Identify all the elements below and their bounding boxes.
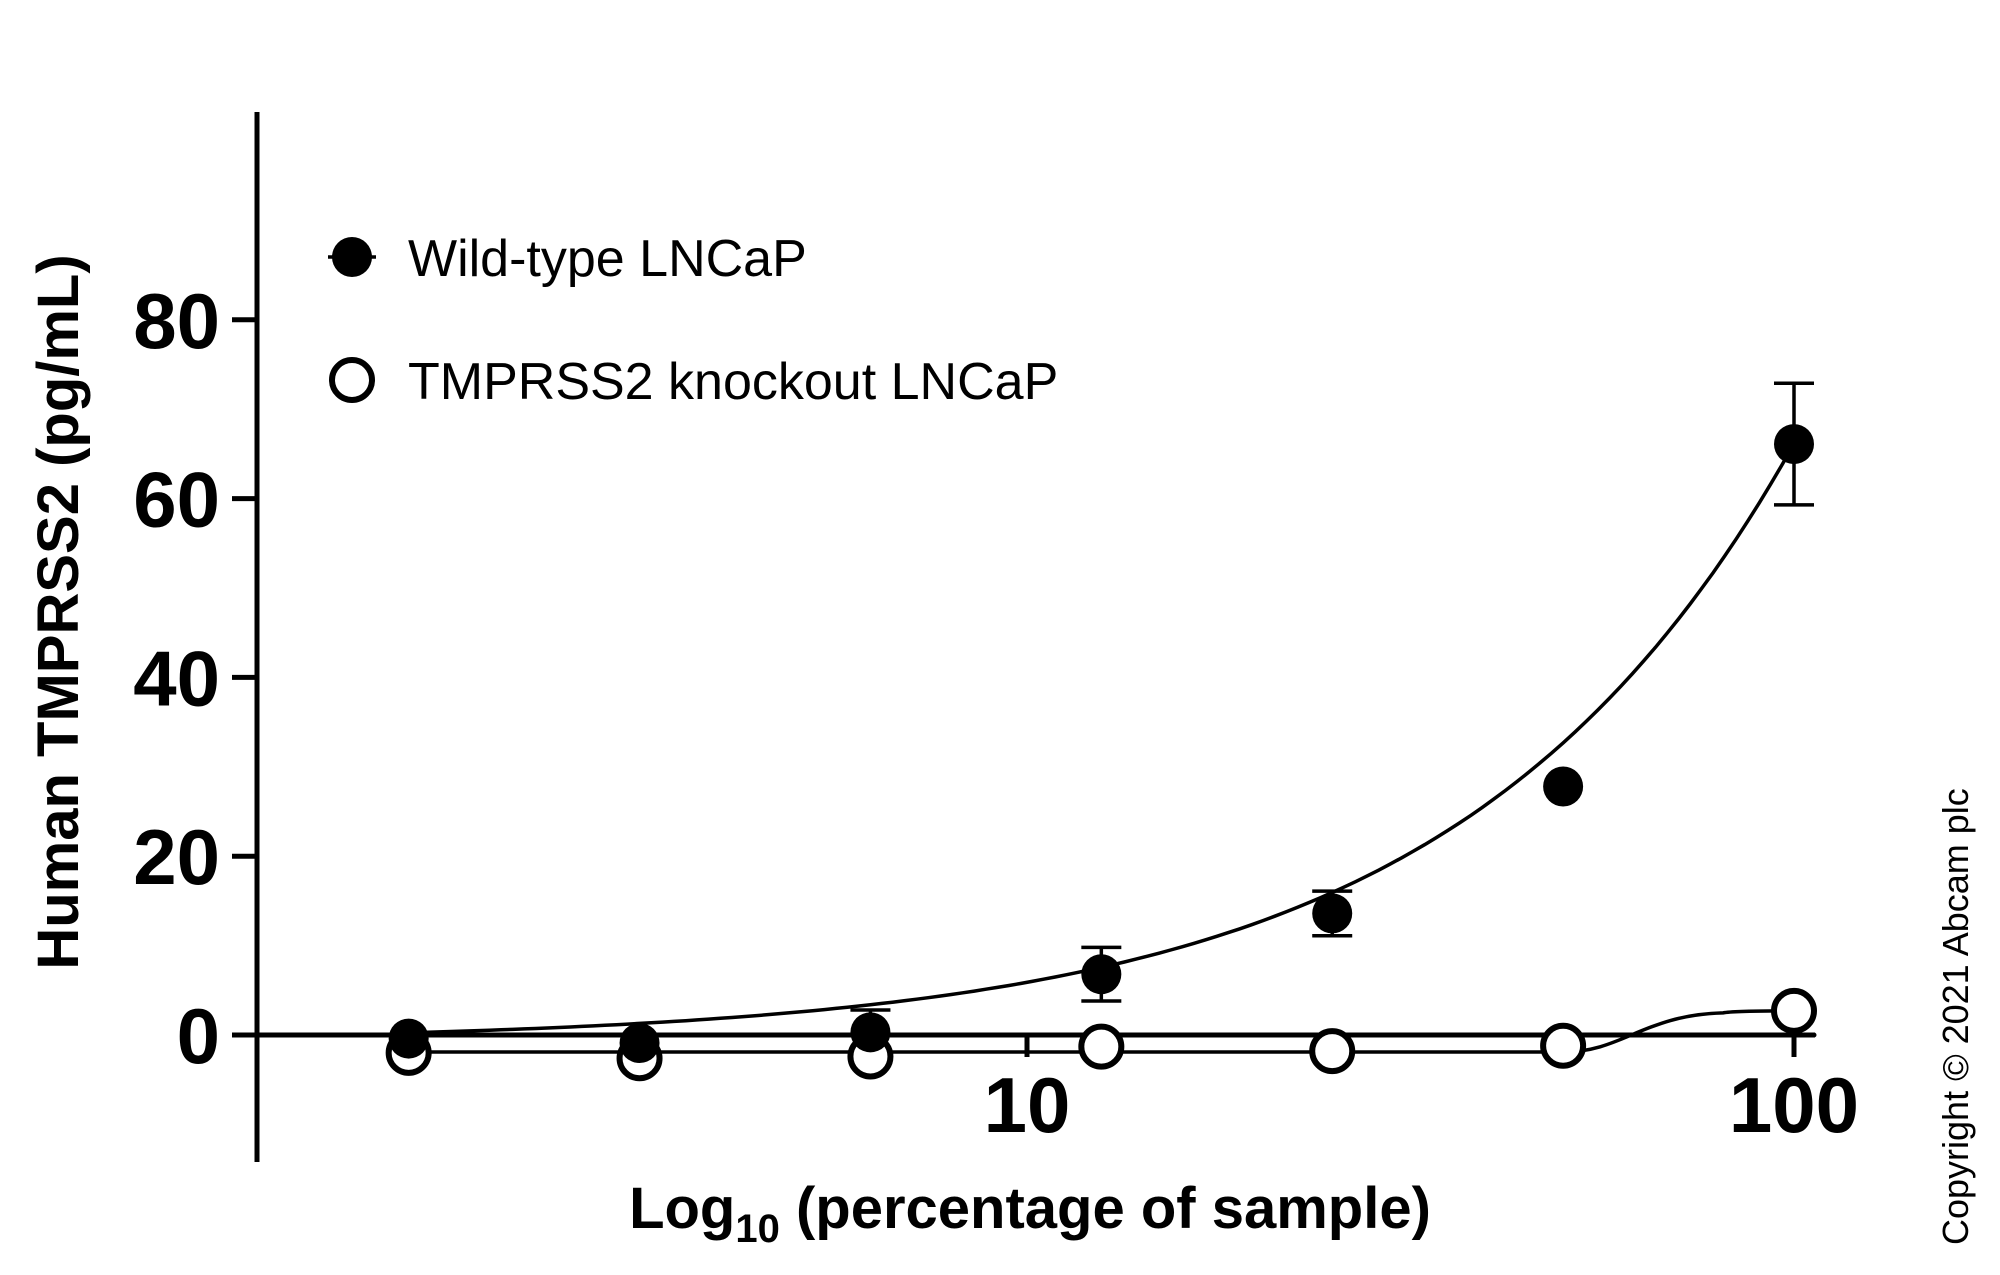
- x-axis-ticks: 10 100: [984, 1035, 1859, 1149]
- error-bars: [850, 381, 1814, 1057]
- copyright-text: Copyright © 2021 Abcam plc: [1935, 788, 1976, 1245]
- point-knockout-3: [1078, 1023, 1125, 1070]
- fit-curve-knockout: [408, 1009, 1795, 1054]
- point-wild-type-6: [1774, 424, 1814, 465]
- legend: Wild-type LNCaP TMPRSS2 knockout LNCaP: [328, 230, 1058, 411]
- x-axis-title: Log10 (percentage of sample): [629, 1176, 1431, 1251]
- y-tick-label-0: 0: [177, 992, 220, 1080]
- point-wild-type-0: [388, 1018, 429, 1059]
- legend-wild-type-marker: [332, 237, 372, 277]
- x-axis-title-rest: (percentage of sample): [780, 1176, 1431, 1241]
- x-tick-label-10: 10: [984, 1061, 1071, 1149]
- fit-curve-wild-type: [408, 442, 1796, 1035]
- x-axis-title-subscript: 10: [735, 1207, 780, 1251]
- point-wild-type-3: [1081, 954, 1122, 995]
- x-tick-label-100: 100: [1729, 1061, 1859, 1149]
- y-tick-label-20: 20: [133, 813, 220, 901]
- point-knockout-6: [1771, 987, 1817, 1034]
- y-axis-title: Human TMPRSS2 (pg/mL): [26, 254, 91, 969]
- point-wild-type-2: [850, 1012, 891, 1053]
- point-knockout-4: [1309, 1028, 1356, 1075]
- point-wild-type-4: [1312, 893, 1353, 934]
- y-tick-label-60: 60: [133, 456, 220, 544]
- y-axis-ticks: 0 20 40 60 80: [133, 277, 257, 1080]
- data-points: [385, 424, 1817, 1082]
- legend-knockout-marker: [329, 357, 375, 403]
- legend-knockout-label: TMPRSS2 knockout LNCaP: [408, 353, 1058, 411]
- point-wild-type-1: [619, 1023, 660, 1064]
- y-tick-label-40: 40: [133, 634, 220, 722]
- point-wild-type-5: [1543, 766, 1584, 807]
- legend-wild-type-label: Wild-type LNCaP: [408, 230, 807, 288]
- point-knockout-5: [1540, 1022, 1587, 1069]
- x-axis-title-prefix: Log: [629, 1176, 735, 1241]
- y-tick-label-80: 80: [133, 277, 220, 365]
